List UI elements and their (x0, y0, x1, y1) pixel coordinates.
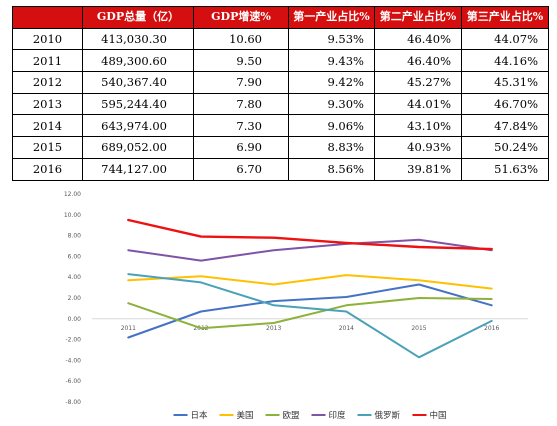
gdp-table: GDP总量（亿） GDP增速% 第一产业占比% 第二产业占比% 第三产业占比% … (12, 6, 549, 181)
cell-gdp-growth: 7.80 (193, 92, 289, 116)
cell-tertiary-share: 47.84% (461, 114, 549, 138)
header-year (12, 6, 83, 29)
legend-label: 日本 (191, 410, 209, 421)
cell-gdp-total: 489,300.60 (82, 49, 194, 73)
x-axis-tick-labels: 2011 2012 2013 2014 2015 2016 (121, 325, 500, 332)
y-axis-tick-labels: 12.00 10.00 8.00 6.00 4.00 2.00 0.00 -2.00 -4.00… (64, 191, 81, 406)
table-row: 2011 489,300.60 9.50 9.43% 46.40% 44.16% (12, 49, 549, 73)
cell-gdp-total: 595,244.40 (82, 92, 194, 116)
cell-gdp-total: 689,052.00 (82, 136, 194, 159)
cell-gdp-total: 413,030.30 (82, 27, 194, 51)
series-line (127, 297, 493, 330)
y-tick-label: 10.00 (64, 212, 81, 219)
legend-label: 中国 (430, 410, 447, 421)
cell-tertiary-share: 44.07% (461, 27, 549, 51)
cell-primary-share: 8.83% (288, 136, 375, 159)
y-tick-label: -6.00 (65, 378, 81, 385)
x-tick-label: 2014 (339, 325, 354, 332)
cell-primary-share: 9.43% (288, 49, 375, 73)
cell-year: 2012 (12, 71, 83, 94)
cell-gdp-growth: 10.60 (193, 27, 289, 51)
series-lines (127, 218, 493, 359)
cell-primary-share: 9.06% (288, 114, 375, 138)
cell-secondary-share: 46.40% (374, 27, 462, 51)
legend-label: 俄罗斯 (375, 410, 401, 421)
cell-year: 2014 (12, 114, 83, 138)
cell-year: 2011 (12, 49, 83, 73)
cell-tertiary-share: 46.70% (461, 92, 549, 116)
header-tertiary-share: 第三产业占比% (461, 6, 549, 29)
table-row: 2012 540,367.40 7.90 9.42% 45.27% 45.31% (12, 71, 549, 94)
cell-secondary-share: 43.10% (374, 114, 462, 138)
series-line (127, 218, 493, 251)
cell-primary-share: 9.42% (288, 71, 375, 94)
cell-secondary-share: 44.01% (374, 92, 462, 116)
y-tick-label: 12.00 (64, 191, 81, 198)
table-header-row: GDP总量（亿） GDP增速% 第一产业占比% 第二产业占比% 第三产业占比% (12, 6, 549, 29)
header-gdp-total: GDP总量（亿） (82, 6, 194, 29)
cell-year: 2015 (12, 136, 83, 159)
series-line (127, 273, 493, 359)
x-tick-label: 2015 (411, 325, 426, 332)
series-line (127, 238, 493, 262)
y-tick-label: -8.00 (65, 399, 81, 406)
gdp-growth-line-chart: 12.00 10.00 8.00 6.00 4.00 2.00 0.00 -2.00 -4.00… (64, 191, 528, 421)
y-tick-label: 2.00 (68, 295, 82, 302)
table-row: 2014 643,974.00 7.30 9.06% 43.10% 47.84% (12, 114, 549, 138)
y-tick-label: 8.00 (68, 233, 82, 240)
cell-year: 2010 (12, 27, 83, 51)
table-row: 2015 689,052.00 6.90 8.83% 40.93% 50.24% (12, 136, 549, 159)
x-tick-label: 2013 (266, 325, 281, 332)
cell-tertiary-share: 51.63% (461, 157, 549, 181)
cell-gdp-growth: 6.70 (193, 157, 289, 181)
x-tick-label: 2016 (484, 325, 499, 332)
chart-legend: 日本 美国 欧盟 印度 俄罗斯 中国 (173, 410, 447, 421)
header-secondary-share: 第二产业占比% (374, 6, 462, 29)
header-primary-share: 第一产业占比% (288, 6, 375, 29)
cell-gdp-total: 643,974.00 (82, 114, 194, 138)
series-line (127, 274, 493, 290)
cell-primary-share: 9.53% (288, 27, 375, 51)
legend-label: 欧盟 (283, 410, 301, 421)
cell-gdp-growth: 9.50 (193, 49, 289, 73)
y-tick-label: 6.00 (68, 253, 82, 260)
cell-gdp-total: 744,127.00 (82, 157, 194, 181)
cell-primary-share: 9.30% (288, 92, 375, 116)
cell-gdp-growth: 7.30 (193, 114, 289, 138)
y-tick-label: 4.00 (68, 274, 82, 281)
cell-tertiary-share: 45.31% (461, 71, 549, 94)
cell-tertiary-share: 44.16% (461, 49, 549, 73)
series-line (127, 283, 493, 339)
cell-gdp-growth: 7.90 (193, 71, 289, 94)
x-tick-label: 2011 (121, 325, 136, 332)
cell-tertiary-share: 50.24% (461, 136, 549, 159)
cell-gdp-growth: 6.90 (193, 136, 289, 159)
cell-secondary-share: 40.93% (374, 136, 462, 159)
table-row: 2013 595,244.40 7.80 9.30% 44.01% 46.70% (12, 92, 549, 116)
cell-year: 2016 (12, 157, 83, 181)
legend-label: 印度 (329, 410, 347, 421)
cell-gdp-total: 540,367.40 (82, 71, 194, 94)
table-row: 2016 744,127.00 6.70 8.56% 39.81% 51.63% (12, 157, 549, 181)
y-tick-label: 0.00 (68, 316, 82, 323)
cell-year: 2013 (12, 92, 83, 116)
table-row: 2010 413,030.30 10.60 9.53% 46.40% 44.07… (12, 27, 549, 51)
y-tick-label: -2.00 (65, 337, 81, 344)
cell-primary-share: 8.56% (288, 157, 375, 181)
cell-secondary-share: 45.27% (374, 71, 462, 94)
cell-secondary-share: 39.81% (374, 157, 462, 181)
cell-secondary-share: 46.40% (374, 49, 462, 73)
y-tick-label: -4.00 (65, 357, 81, 364)
legend-label: 美国 (237, 410, 254, 421)
header-gdp-growth: GDP增速% (193, 6, 289, 29)
